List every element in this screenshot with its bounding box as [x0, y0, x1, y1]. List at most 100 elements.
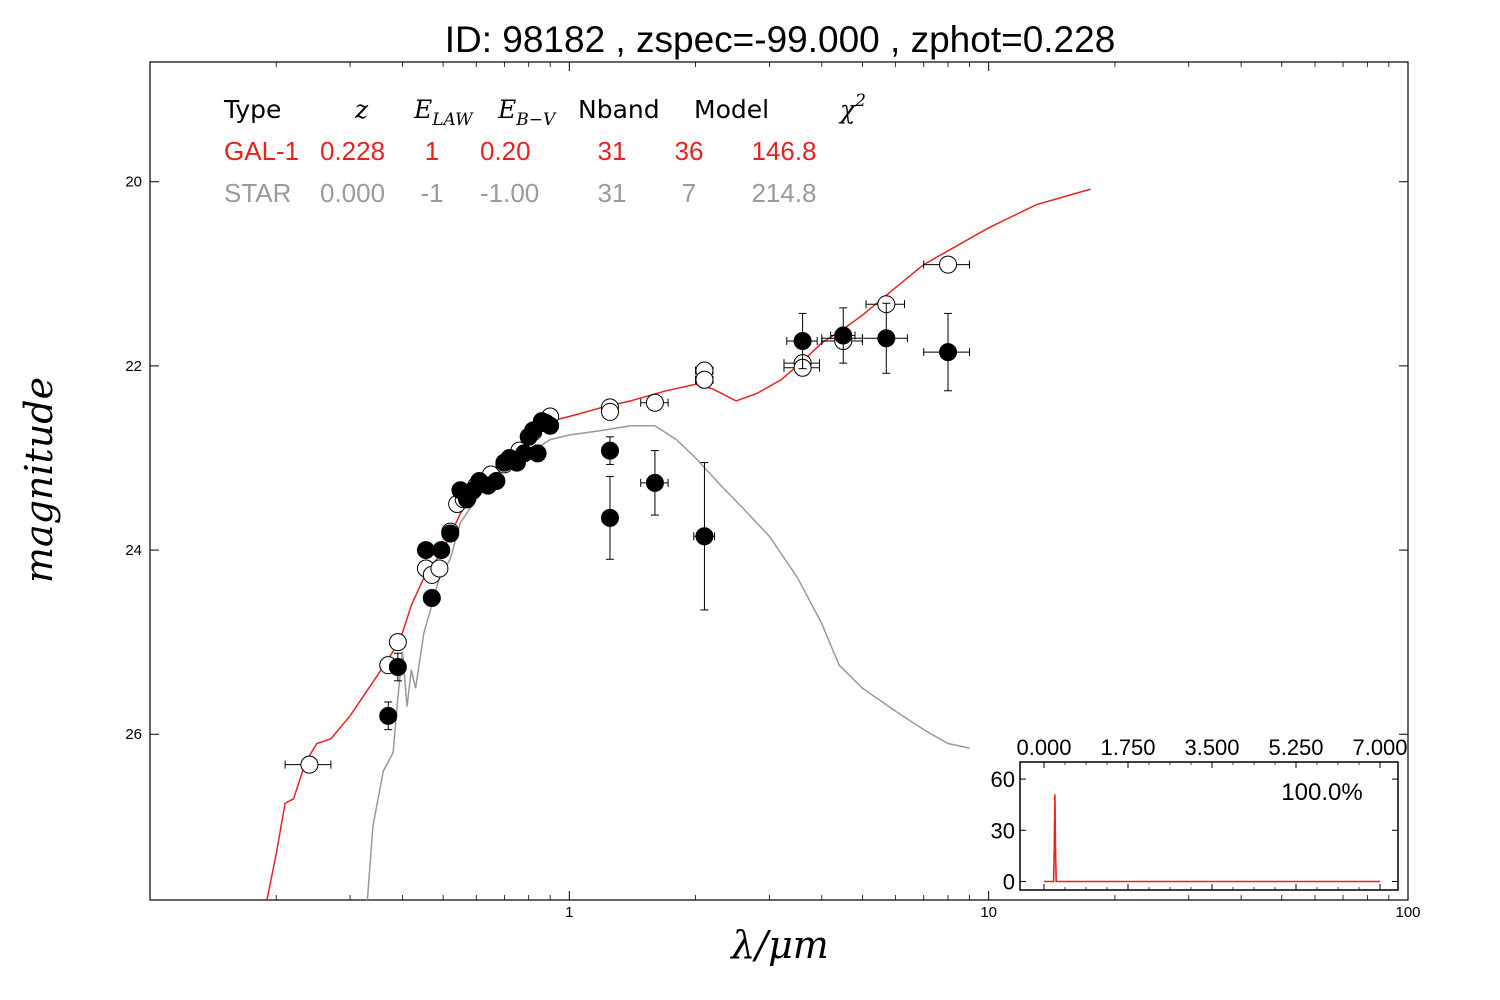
pdz-inset — [1019, 761, 1399, 891]
observed-point — [388, 652, 407, 682]
table-header-type: Type — [223, 95, 281, 124]
inset-x-tick-label: 5.250 — [1268, 735, 1323, 760]
table-header-nband: Nband — [578, 95, 660, 124]
fit-row-gal-1-cell: 1 — [425, 136, 439, 166]
model-marker — [430, 559, 449, 578]
observed-marker — [600, 508, 619, 527]
model-marker — [600, 402, 619, 421]
fit-row-gal-1-cell: 0.20 — [480, 136, 531, 166]
model-point — [430, 559, 449, 578]
table-header-model: Model — [694, 95, 769, 124]
model-point — [695, 370, 714, 389]
fit-row-gal-1-cell: GAL-1 — [224, 136, 299, 166]
inset-x-tick-label: 1.750 — [1100, 735, 1155, 760]
model-marker — [300, 755, 319, 774]
observed-point — [487, 472, 506, 490]
observed-point — [600, 436, 619, 465]
model-marker — [695, 370, 714, 389]
observed-marker — [939, 343, 958, 362]
inset-series-layer — [1044, 794, 1380, 883]
inset-probability-label: 100.0% — [1281, 779, 1362, 806]
observed-point — [600, 475, 619, 560]
x-axis-label: λ/μm — [729, 923, 829, 967]
observed-marker — [432, 541, 451, 560]
fit-row-gal-1-cell: 31 — [598, 136, 627, 166]
observed-marker — [695, 527, 714, 546]
fit-row-gal-1-cell: 36 — [675, 136, 704, 166]
observed-point — [923, 312, 970, 392]
model-point — [600, 402, 619, 421]
observed-marker — [441, 524, 460, 543]
inset-pdz-line — [1044, 794, 1380, 883]
observed-point — [640, 450, 669, 516]
observed-point — [861, 302, 908, 374]
inset-frame — [1019, 761, 1399, 891]
fit-row-star-cell: -1.00 — [480, 178, 539, 208]
table-header-elaw: ELAW — [413, 95, 474, 130]
inset-x-tick-label: 7.000 — [1352, 735, 1407, 760]
inset-y-tick-label: 60 — [991, 767, 1015, 792]
observed-marker — [422, 588, 441, 607]
fit-row-star-cell: -1 — [420, 178, 443, 208]
fit-row-star-cell: 0.000 — [320, 178, 385, 208]
model-point — [388, 633, 407, 652]
observed-marker — [600, 441, 619, 460]
model-marker — [645, 393, 664, 412]
y-tick-label: 24 — [125, 542, 142, 559]
fit-row-star-cell: 214.8 — [751, 178, 816, 208]
observed-point — [432, 541, 451, 560]
table-header-ebv: EB−V — [497, 95, 557, 130]
observed-marker — [645, 473, 664, 492]
table-header-z: z — [354, 95, 369, 124]
main-plot-area — [149, 61, 1409, 901]
y-tick-label: 20 — [125, 174, 142, 191]
series-line-gal-1 — [266, 188, 1091, 900]
main-series-layer — [266, 188, 1091, 900]
inset-x-tick-label: 0.000 — [1016, 735, 1071, 760]
fit-row-star-cell: 7 — [682, 178, 696, 208]
fit-row-star-cell: STAR — [224, 178, 291, 208]
observed-point — [515, 444, 534, 463]
x-tick-label: 10 — [980, 904, 997, 921]
model-point — [923, 255, 970, 274]
observed-point — [422, 588, 441, 607]
fit-row-gal-1-cell: 146.8 — [751, 136, 816, 166]
observed-marker — [877, 329, 896, 348]
inset-y-tick-label: 30 — [991, 818, 1015, 843]
observed-marker — [834, 326, 853, 345]
observed-point — [786, 312, 818, 370]
fit-rows: GAL-1 0.228 1 0.20 31 36 146.8 STAR 0.000 -1 -1.00… — [224, 136, 817, 208]
chart-title: ID: 98182 , zspec=-99.000 , zphot=0.228 — [445, 19, 1116, 60]
observed-point — [441, 524, 460, 543]
observed-point — [693, 462, 716, 611]
model-marker — [388, 633, 407, 652]
observed-marker — [416, 541, 435, 560]
inset-axis-ticks: 0.000 1.750 3.500 5.250 7.000 0 30 60 — [991, 735, 1408, 894]
observed-point — [416, 541, 435, 560]
observed-point — [541, 416, 560, 435]
y-tick-label: 22 — [125, 358, 142, 375]
observed-marker — [388, 658, 407, 677]
observed-point — [379, 701, 398, 731]
model-marker — [939, 255, 958, 274]
fit-row-gal-1-cell: 0.228 — [320, 136, 385, 166]
observed-point — [528, 444, 547, 463]
observed-point — [830, 307, 856, 364]
model-point — [865, 295, 906, 314]
model-point — [640, 393, 669, 412]
observed-marker — [793, 332, 812, 351]
table-header-chi2: χ2 — [838, 91, 866, 124]
inset-x-tick-label: 3.500 — [1184, 735, 1239, 760]
observed-marker — [487, 472, 506, 490]
main-plot-frame — [149, 61, 1409, 901]
observed-marker — [541, 416, 560, 435]
fit-summary-table: Type z ELAW EB−V Nband Model χ2 — [223, 91, 866, 130]
fit-row-star-cell: 31 — [598, 178, 627, 208]
observed-marker — [528, 444, 547, 463]
model-point — [284, 755, 332, 774]
inset-y-tick-label: 0 — [1003, 869, 1015, 894]
y-tick-label: 26 — [125, 726, 142, 743]
observed-marker — [379, 706, 398, 725]
